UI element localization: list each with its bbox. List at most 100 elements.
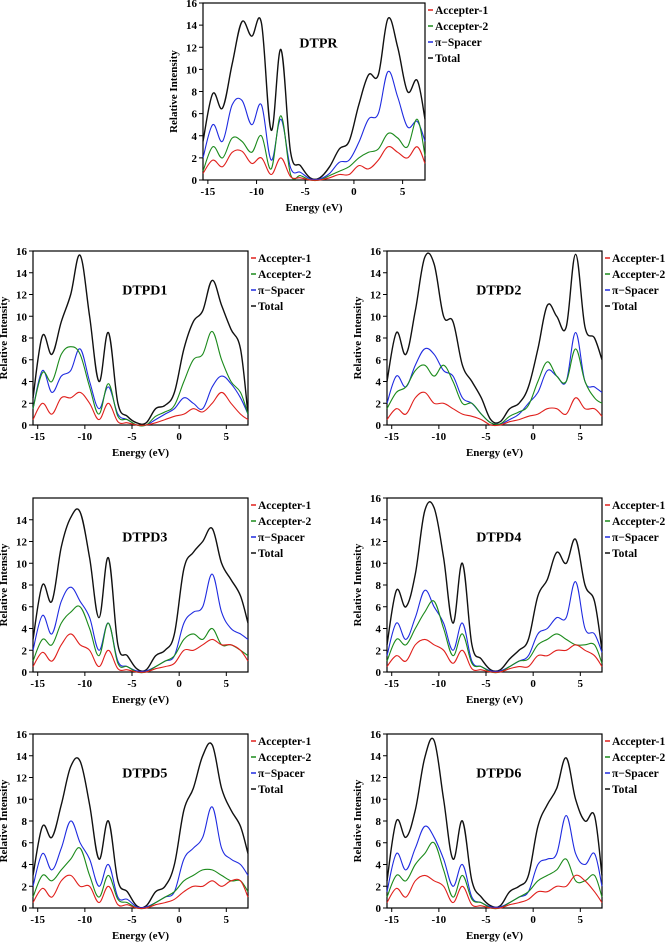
series-line--spacer <box>32 806 249 909</box>
y-axis-label: Relative Intensity <box>0 779 10 862</box>
legend-label: Accepter-1 <box>258 736 311 748</box>
x-tick-label: 0 <box>351 186 357 198</box>
series-line-accepter-1 <box>386 391 603 427</box>
x-tick-label: -15 <box>384 914 399 926</box>
y-tick-label: 14 <box>186 20 198 32</box>
x-tick-label: -10 <box>432 431 447 443</box>
x-tick-label: -5 <box>481 678 491 690</box>
legend-label: π−Spacer <box>612 768 659 780</box>
x-tick-label: 0 <box>176 914 182 926</box>
chart-panel-dtpd6: -15 -10 -5 0 5 0 2 4 6 8 10 12 14 16 Energy (eV) Relati… <box>352 729 665 942</box>
y-tick-label: 14 <box>16 268 28 280</box>
y-tick-label: 6 <box>376 838 382 850</box>
chart-title: DTPD3 <box>122 531 167 546</box>
x-tick-label: -10 <box>432 678 447 690</box>
y-tick-label: 0 <box>22 667 28 679</box>
y-tick-label: 6 <box>22 355 28 367</box>
y-axis-label: Relative Intensity <box>168 50 180 133</box>
y-tick-label: 10 <box>370 794 382 806</box>
x-tick-label: -15 <box>30 678 45 690</box>
series-line-accepter-1 <box>32 391 249 426</box>
x-tick-label: -5 <box>127 431 137 443</box>
legend-label: Total <box>612 301 637 313</box>
series-line-accepter-2 <box>386 600 603 674</box>
x-tick-label: -15 <box>30 914 45 926</box>
x-tick-label: -10 <box>78 678 93 690</box>
series-line-accepter-2 <box>386 841 603 910</box>
legend-label: Total <box>258 301 283 313</box>
y-tick-label: 4 <box>22 377 28 389</box>
legend-label: Accepter-1 <box>612 253 665 265</box>
x-tick-label: 0 <box>530 431 536 443</box>
series-line-total <box>386 252 603 424</box>
x-tick-label: 5 <box>224 678 230 690</box>
legend-label: Accepter-2 <box>612 516 665 528</box>
chart-title: DTPD5 <box>122 767 167 782</box>
y-tick-label: 0 <box>22 903 28 915</box>
x-tick-label: -15 <box>30 431 45 443</box>
series-line-total <box>386 501 603 672</box>
y-tick-label: 6 <box>22 602 28 614</box>
x-axis-label: Energy (eV) <box>112 447 169 459</box>
legend-label: Accepter-1 <box>612 736 665 748</box>
legend-label: Total <box>435 53 460 65</box>
legend-label: Accepter-2 <box>258 516 311 528</box>
legend-label: π−Spacer <box>612 532 659 544</box>
series-line-total <box>32 254 249 425</box>
series-line-total <box>202 17 426 181</box>
y-tick-label: 6 <box>22 838 28 850</box>
x-tick-label: -10 <box>249 186 264 198</box>
x-tick-label: -15 <box>384 678 399 690</box>
y-tick-label: 0 <box>376 903 382 915</box>
legend-label: Accepter-2 <box>258 269 311 281</box>
x-tick-label: 5 <box>224 914 230 926</box>
series-line-total <box>32 508 249 672</box>
x-tick-label: -5 <box>127 678 137 690</box>
series-line-accepter-1 <box>32 633 249 673</box>
x-tick-label: -5 <box>301 186 311 198</box>
y-tick-label: 14 <box>370 751 382 763</box>
plot-frame <box>386 497 603 673</box>
x-tick-label: -10 <box>78 914 93 926</box>
legend-label: π−Spacer <box>258 285 305 297</box>
y-tick-label: 0 <box>376 420 382 432</box>
y-tick-label: 14 <box>16 515 28 527</box>
y-tick-label: 0 <box>22 420 28 432</box>
y-tick-label: 10 <box>370 311 382 323</box>
x-axis-label: Energy (eV) <box>112 694 169 706</box>
series-line-accepter-2 <box>386 348 603 426</box>
x-tick-label: -5 <box>481 431 491 443</box>
y-tick-label: 8 <box>22 580 28 592</box>
x-tick-label: 0 <box>176 678 182 690</box>
y-tick-label: 6 <box>376 602 382 614</box>
series-line-accepter-1 <box>32 874 249 909</box>
y-tick-label: 8 <box>376 580 382 592</box>
chart-title: DTPR <box>299 36 338 51</box>
x-tick-label: 5 <box>578 678 584 690</box>
chart-title: DTPD6 <box>476 767 521 782</box>
x-tick-label: 0 <box>530 914 536 926</box>
y-tick-label: 8 <box>192 87 198 99</box>
x-axis-label: Energy (eV) <box>285 202 342 214</box>
chart-title: DTPD2 <box>476 284 521 299</box>
y-tick-label: 4 <box>376 377 382 389</box>
x-tick-label: -5 <box>127 914 137 926</box>
y-tick-label: 0 <box>376 667 382 679</box>
y-tick-label: 4 <box>376 860 382 872</box>
legend-label: π−Spacer <box>258 532 305 544</box>
y-tick-label: 2 <box>376 645 382 657</box>
chart-panel-dtpd4: -15 -10 -5 0 5 0 2 4 6 8 10 12 14 16 Energy (eV) Relati… <box>352 493 665 706</box>
series-line-accepter-2 <box>32 847 249 910</box>
y-tick-label: 2 <box>192 153 198 165</box>
legend-label: Accepter-1 <box>258 253 311 265</box>
y-tick-label: 4 <box>192 131 198 143</box>
chart-panel-dtpd2: -15 -10 -5 0 5 0 2 4 6 8 10 12 14 16 Energy (eV) Relati… <box>352 246 665 459</box>
series-line--spacer <box>32 348 249 427</box>
series-line-accepter-1 <box>202 146 426 181</box>
y-tick-label: 10 <box>16 794 28 806</box>
y-tick-label: 12 <box>370 773 382 785</box>
y-tick-label: 16 <box>186 0 198 10</box>
y-tick-label: 8 <box>22 816 28 828</box>
x-tick-label: 5 <box>400 186 406 198</box>
